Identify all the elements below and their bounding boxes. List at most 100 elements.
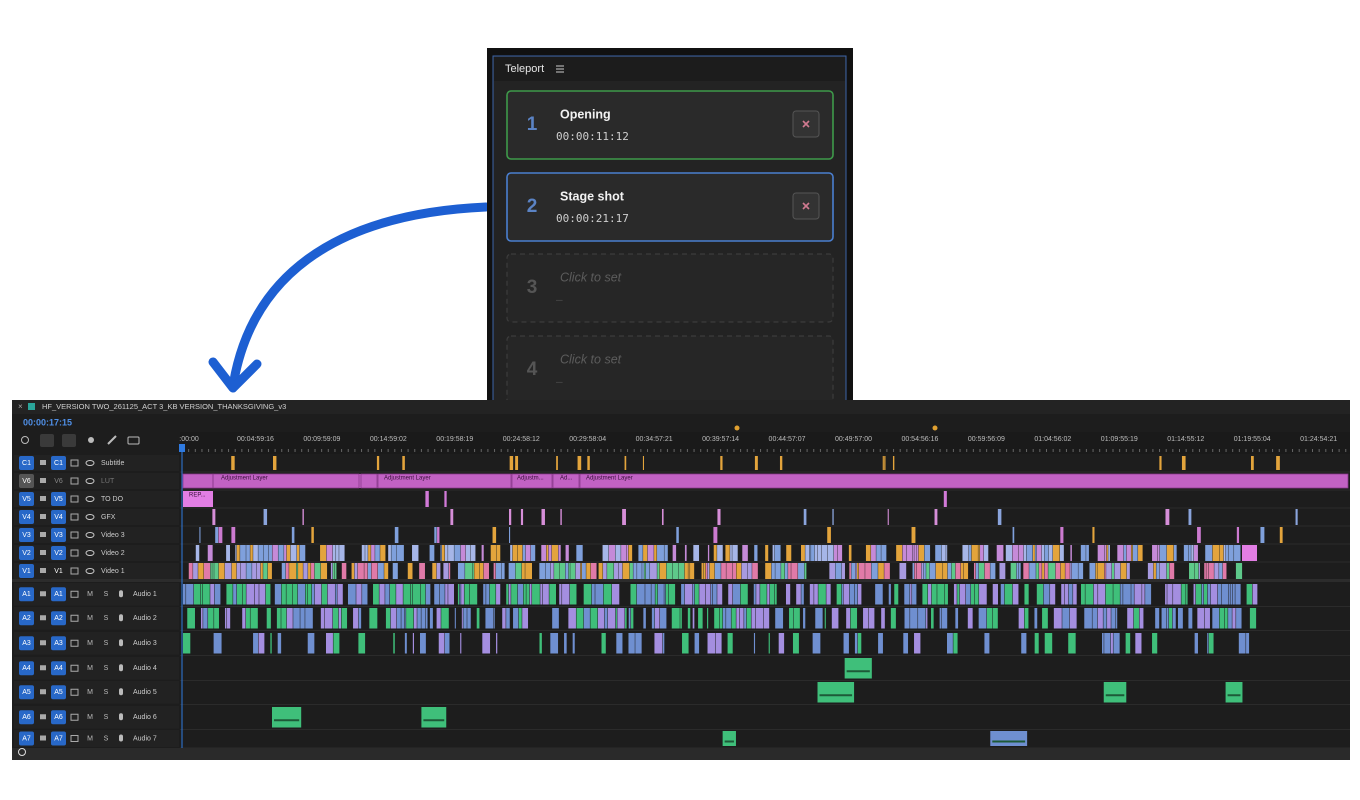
audio-clip <box>803 608 806 629</box>
clip <box>1026 545 1033 561</box>
audio-clip <box>628 633 635 654</box>
audio-track-header[interactable]: A7 A7 M S Audio 7 <box>14 730 179 747</box>
audio-clip <box>425 608 428 629</box>
audio-clip <box>712 584 717 605</box>
solo-toggle: S <box>104 714 109 721</box>
audio-clip <box>912 584 917 605</box>
video-track-header[interactable]: V3 V3 Video 3 <box>14 527 179 543</box>
clip <box>332 545 336 561</box>
clip <box>1205 545 1213 561</box>
audio-track-header[interactable]: A3 A3 M S Audio 3 <box>14 632 179 655</box>
clip <box>693 545 700 561</box>
zoom-handle[interactable] <box>18 748 26 756</box>
audio-clip <box>846 608 851 629</box>
voiceover-button <box>119 734 123 742</box>
clip <box>509 527 511 543</box>
clip <box>517 545 523 561</box>
target-patch <box>51 685 66 700</box>
audio-clip <box>815 608 823 629</box>
clip <box>1250 456 1254 470</box>
audio-clip <box>1145 584 1152 605</box>
clip <box>688 563 690 579</box>
teleport-slot[interactable]: 4 Click to set – <box>506 335 834 405</box>
audio-clip <box>404 633 407 654</box>
audio-clip <box>937 584 945 605</box>
playhead-timecode[interactable]: 00:00:17:15 <box>23 417 72 427</box>
clear-slot-button[interactable] <box>792 192 820 220</box>
source-patch <box>19 611 34 626</box>
audio-clip <box>850 608 858 629</box>
lock-toggle <box>40 735 46 741</box>
audio-clip <box>992 608 998 629</box>
marker-button[interactable] <box>88 437 94 443</box>
clip <box>1260 527 1265 543</box>
sequence-name[interactable]: HF_VERSION TWO_261125_ACT 3_KB VERSION_T… <box>42 402 286 411</box>
audio-clip <box>1110 633 1113 654</box>
sync-lock <box>70 614 79 622</box>
clip <box>207 545 213 561</box>
video-track-header[interactable]: V6 V6 LUT <box>14 473 179 489</box>
audio-clip <box>603 584 612 605</box>
mute-toggle: M <box>87 665 93 672</box>
audio-clip <box>931 584 937 605</box>
clip <box>303 563 308 579</box>
slot-number: 4 <box>527 359 538 380</box>
teleport-slot[interactable]: 1 Opening 00:00:11:12 <box>506 90 834 160</box>
audio-clip <box>549 584 556 605</box>
clear-slot-button[interactable] <box>792 110 820 138</box>
audio-track-header[interactable]: A4 A4 M S Audio 4 <box>14 657 179 680</box>
audio-clip <box>1133 608 1139 629</box>
clip <box>647 545 654 561</box>
source-patch <box>19 636 34 651</box>
audio-clip <box>353 608 359 629</box>
clip <box>809 545 811 561</box>
clip <box>955 563 961 579</box>
clip <box>720 456 723 470</box>
video-track-header[interactable]: V2 V2 Video 2 <box>14 545 179 561</box>
time-ruler[interactable] <box>180 432 1350 454</box>
audio-clip <box>511 584 518 605</box>
teleport-slot[interactable]: 3 Click to set – <box>506 253 834 323</box>
audio-clip <box>875 584 883 605</box>
ruler-label: 00:39:57:14 <box>702 436 739 443</box>
audio-clip <box>682 633 689 654</box>
clip <box>314 563 321 579</box>
audio-track-header[interactable]: A1 A1 M S Audio 1 <box>14 583 179 606</box>
slot-box <box>506 90 834 160</box>
clip <box>377 563 384 579</box>
audio-clip <box>1111 608 1116 629</box>
video-track-header[interactable]: V1 V1 Video 1 <box>14 563 179 579</box>
playhead-handle[interactable] <box>179 444 185 452</box>
clip <box>929 563 936 579</box>
video-track-header[interactable]: C1 C1 Subtitle <box>14 455 179 471</box>
clip <box>351 563 355 579</box>
linked-selection-button[interactable] <box>62 434 76 447</box>
clip <box>771 563 775 579</box>
audio-clip <box>1105 584 1113 605</box>
track-name: GFX <box>101 514 116 521</box>
audio-clip <box>607 608 616 629</box>
audio-track-header[interactable]: A6 A6 M S Audio 6 <box>14 706 179 729</box>
nest-button[interactable] <box>21 436 29 444</box>
captions-button[interactable] <box>127 436 140 445</box>
clip <box>541 509 545 525</box>
audio-track-header[interactable]: A2 A2 M S Audio 2 <box>14 607 179 630</box>
audio-clip <box>270 633 272 654</box>
panel-menu[interactable] <box>556 65 564 73</box>
clip <box>784 563 788 579</box>
snap-button[interactable] <box>40 434 54 447</box>
clip-edge <box>212 473 360 489</box>
video-track-header[interactable]: V4 V4 GFX <box>14 509 179 525</box>
video-track-header[interactable]: V5 V5 TO DO <box>14 491 179 507</box>
audio-clip <box>979 584 987 605</box>
audio-track-header[interactable]: A5 A5 M S Audio 5 <box>14 681 179 704</box>
teleport-slot[interactable]: 2 Stage shot 00:00:21:17 <box>506 172 834 242</box>
scroll-bar[interactable] <box>12 748 1350 760</box>
source-patch <box>19 510 34 524</box>
clip <box>509 456 514 470</box>
audio-clip <box>692 584 695 605</box>
settings-button[interactable] <box>107 435 117 445</box>
close-tab[interactable]: × <box>18 402 23 411</box>
audio-clip <box>664 584 666 605</box>
audio-clip <box>769 584 775 605</box>
